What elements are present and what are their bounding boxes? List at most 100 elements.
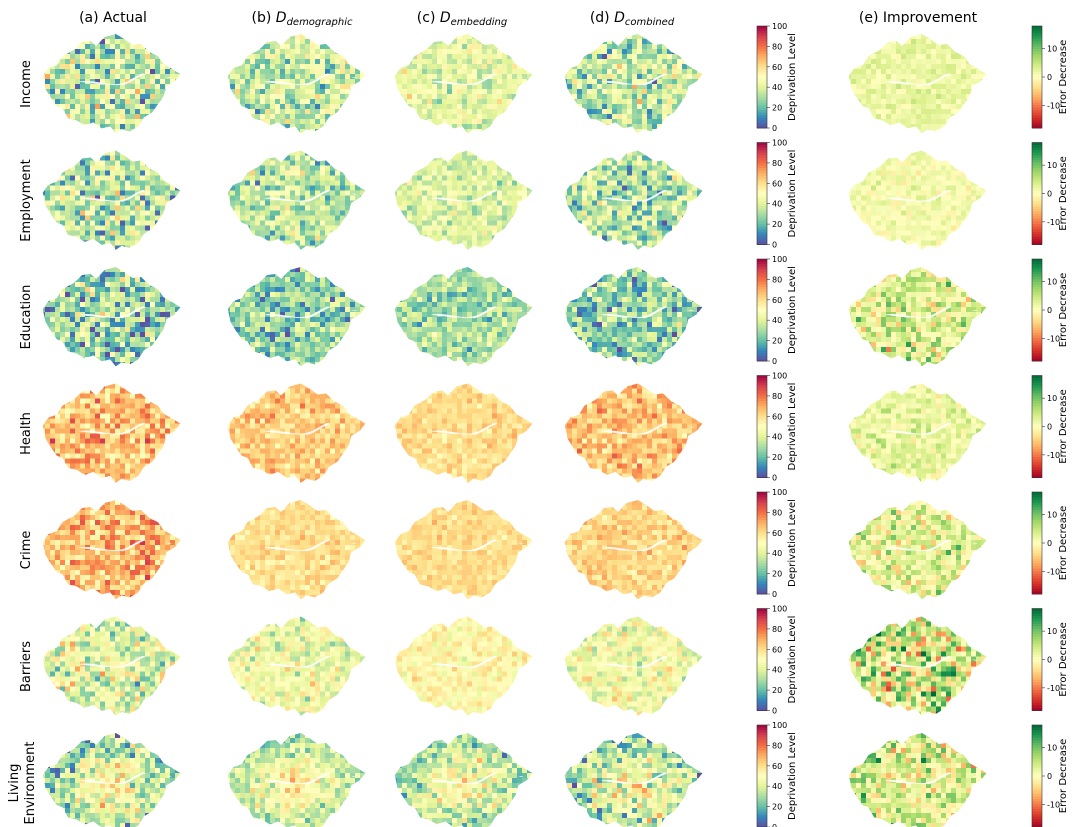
- colorbar-tick-label: 0: [772, 241, 777, 250]
- colorbar-tick-label: 60: [772, 529, 782, 538]
- map-actual: [42, 267, 181, 367]
- row-label-line: Health: [19, 412, 34, 455]
- map-actual: [42, 383, 181, 483]
- column-title-improvement: (e) Improvement: [859, 10, 978, 26]
- map-combined: [564, 34, 703, 134]
- colorbar-label: Deprivation Level: [787, 150, 798, 238]
- title-subscript: combined: [625, 17, 675, 28]
- colorbar-tick-label: 100: [772, 721, 787, 730]
- row-label-line: Income: [19, 60, 34, 108]
- colorbar-tick-label: 0: [772, 474, 777, 483]
- map-combined: [564, 733, 703, 827]
- row-labels: Income Employment Education Health Crime Barr…: [7, 60, 38, 824]
- colorbar-tick-label: 20: [772, 453, 782, 462]
- colorbar-improvement: -10 0 10 Error Decrease: [1031, 608, 1069, 711]
- row-label-line: Employment: [19, 159, 34, 241]
- colorbar-tick-label: 100: [772, 488, 787, 497]
- colorbar-tick-label: 40: [772, 316, 782, 325]
- colorbar-tick-label: 20: [772, 220, 782, 229]
- colorbar-tick-label: -10: [1047, 218, 1060, 227]
- colorbar-tick-label: 80: [772, 508, 782, 517]
- colorbar-tick-label: 10: [1047, 161, 1057, 170]
- colorbar-tick-label: 0: [772, 590, 777, 599]
- colorbar-tick-label: 0: [1047, 190, 1052, 199]
- map-improvement: [848, 500, 987, 600]
- map-improvement: [848, 150, 987, 250]
- colorbar-tick-label: 100: [772, 255, 787, 264]
- row-label: Employment: [19, 159, 34, 241]
- colorbar-tick-label: 100: [772, 372, 787, 381]
- colorbar-tick-label: 40: [772, 549, 782, 558]
- title-symbol: D: [276, 10, 287, 26]
- column-title-actual: (a) Actual: [79, 10, 147, 26]
- map-demographic: [227, 150, 366, 250]
- title-subscript: embedding: [451, 17, 508, 28]
- map-grid: [42, 34, 987, 827]
- row-label-line: Environment: [23, 741, 38, 824]
- map-improvement: [848, 733, 987, 827]
- column-titles: (a) Actual (b) Ddemographic (c) Dembeddi…: [79, 10, 977, 28]
- row-label-line: Living: [7, 764, 22, 803]
- colorbar-tick-label: 80: [772, 625, 782, 634]
- map-improvement: [848, 267, 987, 367]
- colorbar-tick-label: 80: [772, 392, 782, 401]
- colorbar-tick-label: 40: [772, 433, 782, 442]
- colorbar-label: Error Decrease: [1058, 156, 1069, 230]
- colorbar-label: Error Decrease: [1058, 389, 1069, 463]
- map-combined: [564, 267, 703, 367]
- colorbar-tick-label: 100: [772, 22, 787, 31]
- row-label: Crime: [19, 531, 34, 570]
- title-prefix: (e) Improvement: [859, 10, 978, 26]
- row-label: Barriers: [19, 641, 34, 692]
- title-prefix: (c): [417, 10, 440, 26]
- map-actual: [42, 733, 181, 827]
- colorbar-tick-label: 80: [772, 159, 782, 168]
- title-symbol: D: [440, 10, 451, 26]
- column-title-demographic: (b) Ddemographic: [252, 10, 353, 28]
- colorbar-tick-label: 0: [772, 823, 777, 827]
- map-embedding: [394, 34, 533, 134]
- map-embedding: [394, 733, 533, 827]
- colorbar-tick-label: 40: [772, 200, 782, 209]
- row-label: Health: [19, 412, 34, 455]
- title-prefix: (a) Actual: [79, 10, 147, 26]
- row-label-line: Education: [19, 285, 34, 350]
- colorbar-tick-label: 20: [772, 570, 782, 579]
- colorbar-label: Error Decrease: [1058, 506, 1069, 580]
- map-improvement: [848, 616, 987, 716]
- colorbar-tick-label: 10: [1047, 744, 1057, 753]
- map-combined: [564, 500, 703, 600]
- map-improvement: [848, 383, 987, 483]
- colorbar-label: Deprivation Level: [787, 266, 798, 354]
- map-embedding: [394, 383, 533, 483]
- map-demographic: [227, 733, 366, 827]
- map-combined: [564, 383, 703, 483]
- map-improvement: [848, 34, 987, 134]
- colorbar-tick-label: 40: [772, 83, 782, 92]
- colorbar-tick-label: 0: [772, 357, 777, 366]
- title-subscript: demographic: [287, 17, 353, 28]
- map-actual: [42, 150, 181, 250]
- title-prefix: (b): [252, 10, 276, 26]
- colorbar-tick-label: 0: [1047, 423, 1052, 432]
- colorbar-tick-label: 80: [772, 741, 782, 750]
- map-demographic: [227, 616, 366, 716]
- colorbar-improvement: -10 0 10 Error Decrease: [1031, 375, 1069, 478]
- colorbar-tick-label: 10: [1047, 278, 1057, 287]
- colorbar-tick-label: 0: [1047, 772, 1052, 781]
- colorbar-tick-label: -10: [1047, 567, 1060, 576]
- colorbar-tick-label: 10: [1047, 511, 1057, 520]
- colorbar-tick-label: -10: [1047, 334, 1060, 343]
- map-embedding: [394, 616, 533, 716]
- map-demographic: [227, 34, 366, 134]
- colorbar-tick-label: 0: [1047, 306, 1052, 315]
- title-symbol: D: [614, 10, 625, 26]
- colorbar-label: Deprivation Level: [787, 383, 798, 471]
